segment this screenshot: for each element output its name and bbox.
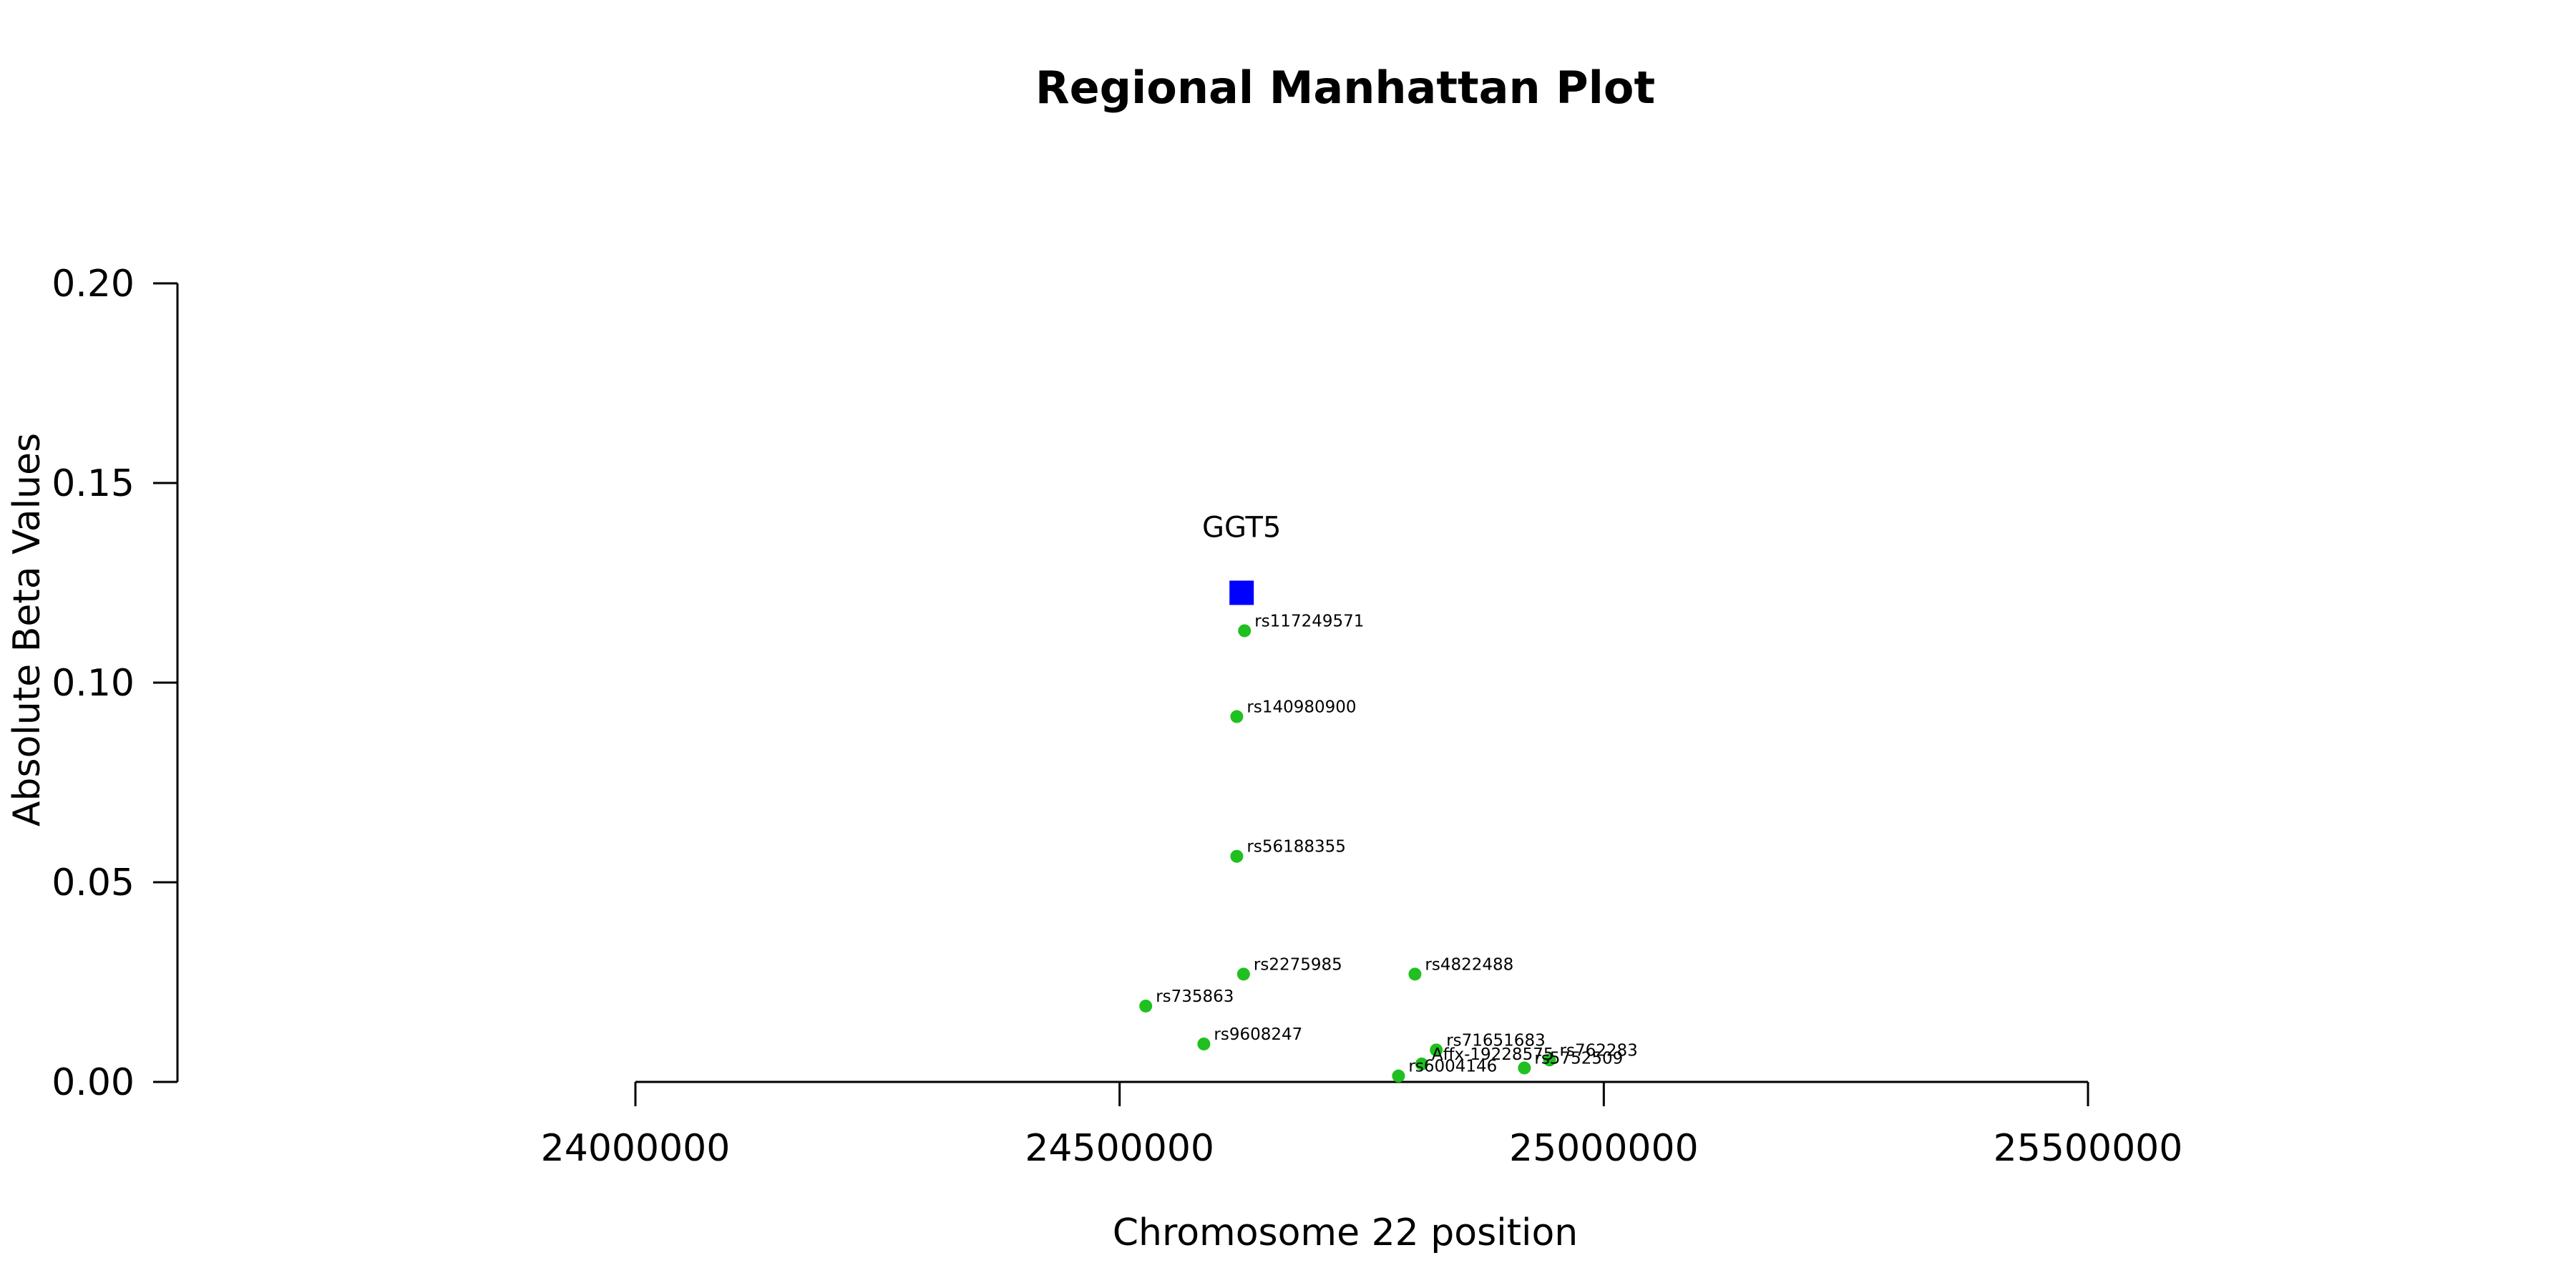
snp-label: rs9608247 [1214,1025,1302,1044]
snp-label: rs140980900 [1246,698,1356,716]
snp-label: rs762283 [1560,1041,1638,1060]
y-tick-label: 0.05 [52,862,135,904]
y-tick-label: 0.20 [52,263,135,306]
snp-label: rs735863 [1156,987,1234,1006]
y-tick-label: 0.00 [52,1061,135,1104]
snp-point [1518,1061,1531,1075]
x-tick-label: 24000000 [541,1127,731,1170]
snp-label: rs56188355 [1246,838,1346,857]
x-tick-label: 24500000 [1025,1127,1214,1170]
snp-point [1543,1053,1556,1067]
x-tick-label: 25500000 [1994,1127,2183,1170]
gene-marker-group: GGT5 [1202,511,1281,605]
snp-label: rs117249571 [1254,612,1364,630]
snp-point [1415,1057,1428,1070]
snp-points [1139,624,1556,1083]
snp-point [1408,967,1422,981]
snp-point [1236,967,1250,981]
y-axis: 0.00 0.05 0.10 0.15 0.20 [52,263,179,1104]
snp-label: rs5752509 [1534,1049,1623,1068]
snp-point [1230,849,1244,863]
snp-point [1197,1037,1211,1050]
x-axis-label: Chromosome 22 position [1113,1211,1579,1254]
snp-labels: rs117249571 rs140980900 rs56188355 rs227598… [1156,612,1638,1075]
snp-label: rs6004146 [1408,1058,1497,1076]
snp-label: Affx-19228575 [1432,1045,1554,1064]
y-tick-label: 0.15 [52,462,135,505]
x-axis: 24000000 24500000 25000000 25500000 [541,1080,2183,1170]
snp-point [1392,1069,1405,1083]
y-axis-label: Absolute Beta Values [6,433,49,826]
gene-label: GGT5 [1202,511,1281,544]
snp-label: rs71651683 [1446,1031,1546,1050]
snp-point [1238,624,1252,638]
snp-point [1139,999,1153,1013]
x-tick-label: 25000000 [1509,1127,1699,1170]
snp-label: rs4822488 [1425,955,1513,974]
y-tick-label: 0.10 [52,662,135,705]
chart-title: Regional Manhattan Plot [1035,62,1655,114]
snp-label: rs2275985 [1254,955,1342,974]
snp-point [1230,710,1244,723]
gene-marker [1229,580,1254,605]
snp-point [1430,1043,1443,1057]
